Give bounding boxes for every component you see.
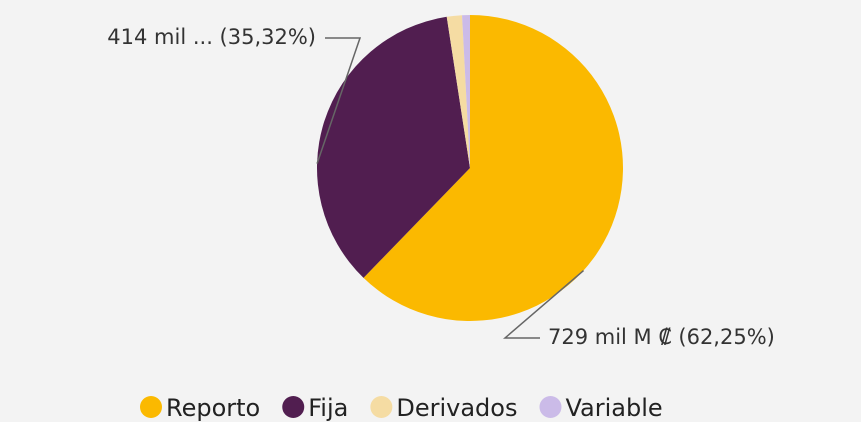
pie [317,15,623,321]
pie-slice [317,16,470,278]
legend-label: Derivados [396,394,517,422]
legend-swatch [140,396,162,418]
pie-slice [446,15,470,168]
legend: Reporto Fija Derivados Variable [140,394,663,422]
legend-swatch [282,396,305,418]
leader-line [316,37,362,164]
legend-label: Reporto [166,394,260,422]
legend-swatch [539,396,562,418]
pie-slice [462,15,470,168]
leader-line [502,270,585,339]
legend-swatch [370,396,393,418]
legend-label: Fija [308,394,348,422]
legend-label: Variable [565,394,662,422]
data-label: 729 mil M ₡ (62,25%) [548,325,775,349]
labels: 729 mil M ₡ (62,25%) 414 mil ... (35,32%) [107,25,775,349]
pie-slice [363,15,623,321]
data-label: 414 mil ... (35,32%) [107,25,316,49]
